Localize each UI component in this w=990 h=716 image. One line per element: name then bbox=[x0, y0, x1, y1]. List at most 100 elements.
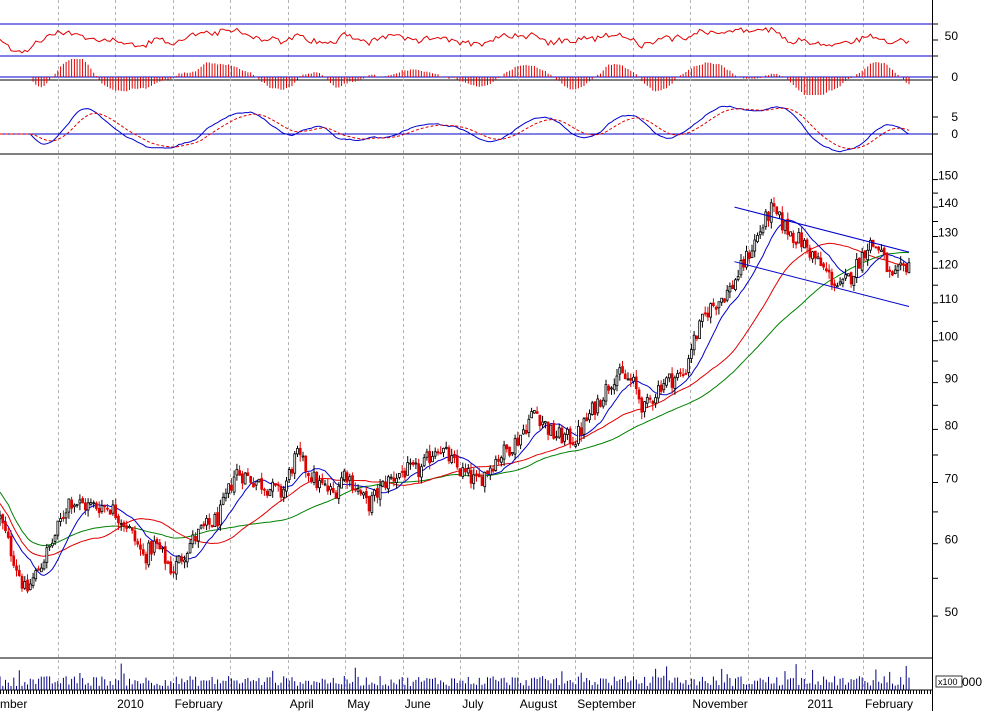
candle-body bbox=[298, 447, 302, 456]
candle-body bbox=[425, 451, 429, 458]
rsi-line bbox=[0, 26, 910, 54]
candle-body bbox=[169, 561, 173, 574]
candle-body bbox=[805, 239, 809, 248]
price-tick-label: 110 bbox=[939, 292, 958, 306]
candle-body bbox=[444, 446, 448, 449]
x-tick-label: February bbox=[175, 697, 223, 711]
candle-body bbox=[9, 535, 13, 557]
candle-body bbox=[472, 474, 476, 484]
candle-body bbox=[114, 504, 117, 519]
candle-body bbox=[183, 559, 186, 563]
candle-body bbox=[243, 472, 247, 485]
candle-body bbox=[409, 462, 412, 465]
candle-body bbox=[42, 561, 46, 570]
candle-body bbox=[53, 535, 57, 542]
candle-body bbox=[238, 470, 241, 476]
candle-body bbox=[353, 488, 357, 491]
candle-body bbox=[81, 498, 84, 504]
candle-body bbox=[847, 273, 850, 277]
candle-body bbox=[535, 411, 539, 414]
candle-body bbox=[40, 567, 43, 573]
candle-body bbox=[836, 285, 839, 288]
candle-body bbox=[530, 411, 534, 419]
candle-body bbox=[342, 470, 346, 481]
candle-body bbox=[692, 334, 696, 351]
candle-body bbox=[12, 555, 16, 566]
candle-body bbox=[218, 504, 222, 526]
candle-body bbox=[615, 375, 619, 387]
candle-body bbox=[450, 454, 454, 463]
candle-body bbox=[491, 468, 495, 472]
candle-body bbox=[64, 512, 68, 519]
candle-body bbox=[549, 424, 553, 436]
candle-body bbox=[221, 496, 225, 505]
candle-body bbox=[125, 525, 128, 529]
candle-body bbox=[712, 302, 715, 307]
x-tick-label: mber bbox=[0, 697, 27, 711]
candle-body bbox=[654, 397, 657, 404]
candle-body bbox=[863, 250, 867, 259]
candle-body bbox=[213, 514, 217, 528]
candle-body bbox=[315, 471, 319, 489]
candle-body bbox=[786, 218, 790, 235]
candle-body bbox=[276, 483, 280, 486]
candle-body bbox=[31, 577, 35, 586]
candle-body bbox=[703, 312, 707, 315]
candle-body bbox=[122, 522, 126, 527]
candle-body bbox=[340, 477, 343, 489]
candle-body bbox=[84, 502, 87, 511]
candle-body bbox=[320, 478, 324, 484]
candle-body bbox=[844, 274, 848, 279]
candle-body bbox=[296, 448, 299, 455]
candle-body bbox=[552, 423, 556, 439]
price-panel bbox=[0, 197, 911, 594]
candle-body bbox=[665, 377, 668, 386]
candle-body bbox=[657, 385, 660, 399]
ma-fast-line bbox=[0, 219, 910, 576]
candle-body bbox=[271, 481, 275, 492]
candle-body bbox=[803, 239, 806, 249]
candle-body bbox=[877, 246, 881, 251]
candle-body bbox=[579, 427, 583, 436]
candle-body bbox=[544, 420, 547, 424]
volume-panel bbox=[0, 663, 910, 690]
candle-body bbox=[155, 539, 159, 544]
candle-body bbox=[880, 249, 883, 253]
candle-body bbox=[163, 546, 167, 564]
candle-body bbox=[494, 458, 498, 471]
candle-body bbox=[45, 547, 49, 563]
candle-body bbox=[0, 514, 2, 520]
candle-body bbox=[466, 468, 470, 474]
candle-body bbox=[97, 507, 101, 514]
x-tick-label: February bbox=[865, 697, 913, 711]
candle-body bbox=[406, 462, 410, 476]
candle-body bbox=[610, 387, 613, 390]
candle-body bbox=[621, 366, 624, 374]
candle-body bbox=[59, 518, 62, 522]
month-gridlines bbox=[58, 0, 864, 690]
candle-body bbox=[885, 252, 889, 273]
candle-body bbox=[100, 505, 104, 512]
candle-body bbox=[73, 504, 76, 508]
candle-body bbox=[373, 489, 376, 496]
candle-body bbox=[808, 247, 812, 258]
candle-body bbox=[301, 455, 305, 458]
candle-body bbox=[541, 421, 545, 426]
x-tick-label: 2010 bbox=[117, 697, 144, 711]
candle-body bbox=[756, 234, 759, 242]
candle-body bbox=[177, 555, 181, 564]
candle-body bbox=[235, 468, 239, 476]
candle-body bbox=[742, 258, 746, 268]
candle-body bbox=[577, 425, 580, 444]
candle-body bbox=[701, 313, 704, 322]
candle-body bbox=[747, 252, 751, 259]
candle-body bbox=[67, 498, 71, 513]
candle-body bbox=[505, 444, 509, 450]
macd-histogram-panel bbox=[0, 59, 932, 95]
histogram-tick-label: 0 bbox=[951, 70, 958, 84]
candle-body bbox=[904, 263, 908, 273]
candle-body bbox=[442, 447, 445, 453]
